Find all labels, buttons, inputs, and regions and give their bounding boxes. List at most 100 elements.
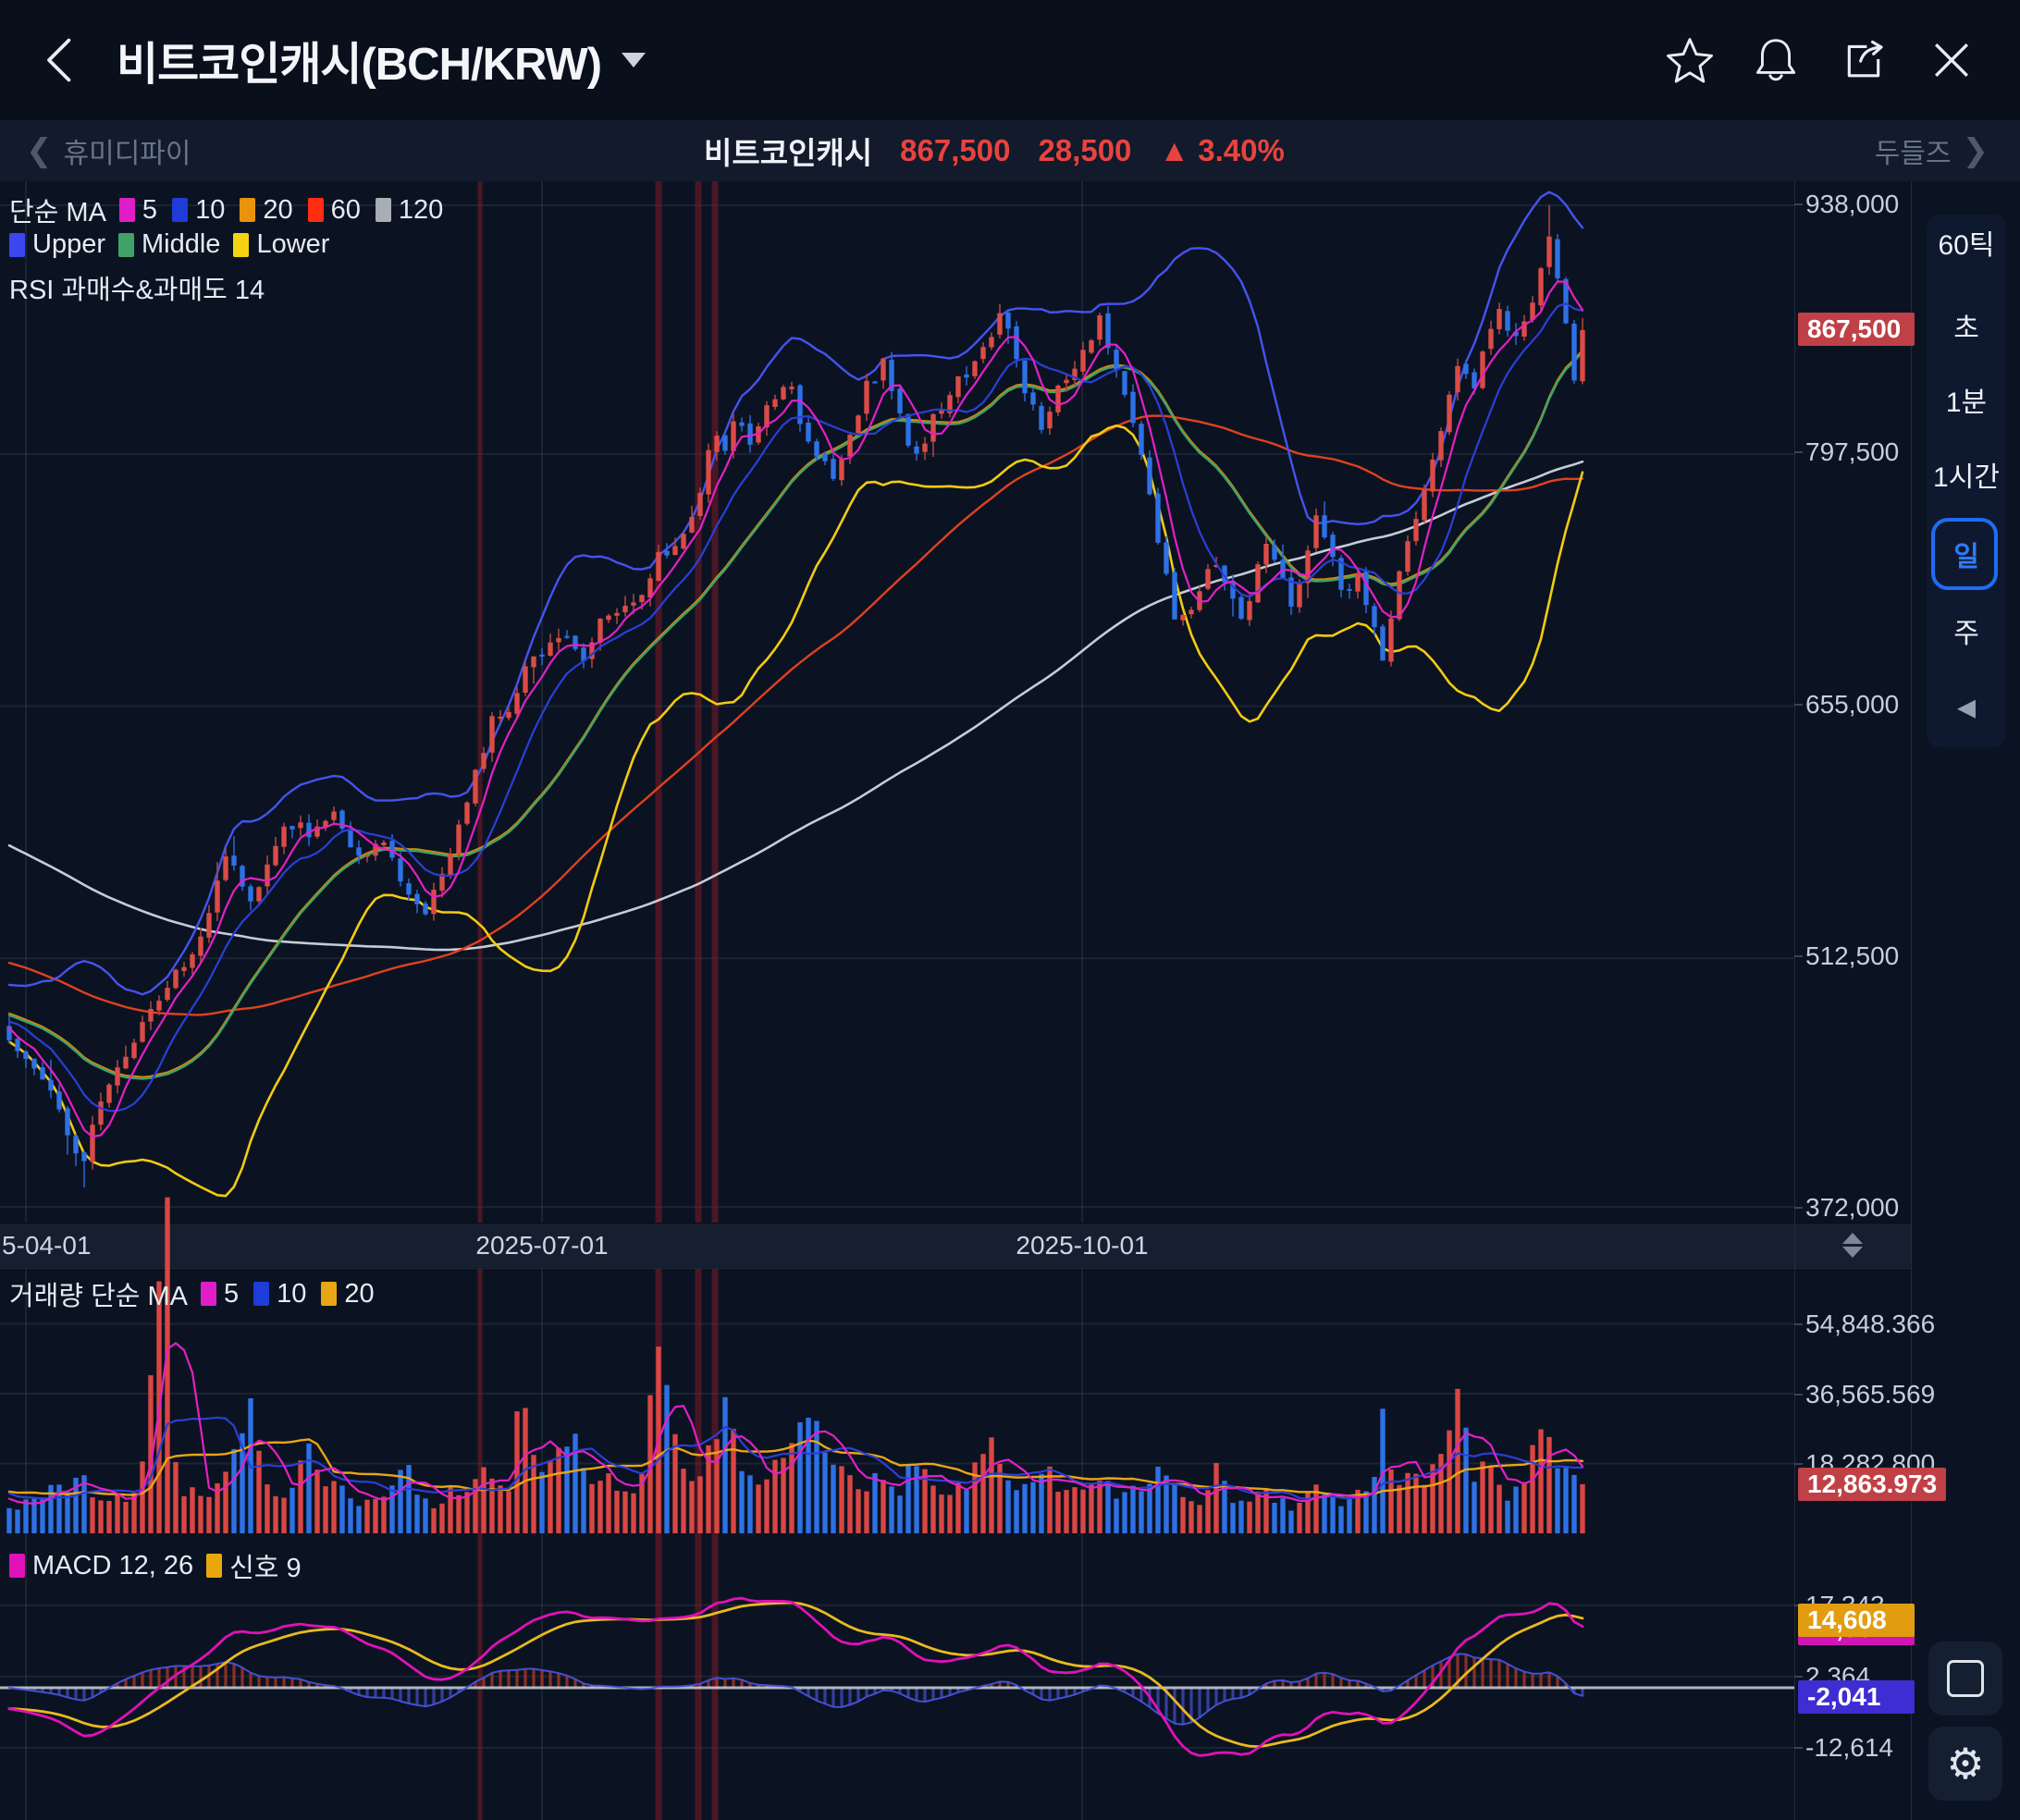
timeframe-collapse-arrow[interactable]: ◀ bbox=[1957, 693, 1976, 721]
y-axis-label: 655,000 bbox=[1805, 690, 1900, 719]
band-swatch bbox=[233, 232, 250, 257]
axis-tickmark bbox=[1794, 1463, 1803, 1465]
timeframe-일[interactable]: 일 bbox=[1953, 542, 1979, 572]
timeframe-주[interactable]: 주 bbox=[1953, 619, 1979, 649]
current-volume-badge: 12,863.973 bbox=[1798, 1468, 1947, 1501]
volume-chart-canvas[interactable] bbox=[0, 1197, 1794, 1537]
ma-period-swatch bbox=[375, 198, 391, 222]
ma-period-label: 120 bbox=[398, 194, 444, 225]
histogram-value-badge: -2,041 bbox=[1798, 1680, 1915, 1714]
ma-period-label: 60 bbox=[330, 194, 361, 225]
prev-symbol-nav[interactable]: ❮ 휴미디파이 bbox=[26, 120, 191, 181]
last-price: 867,500 bbox=[900, 133, 1011, 167]
axis-tickmark bbox=[1794, 1747, 1803, 1749]
symbol-name: 비트코인캐시 bbox=[704, 136, 873, 170]
volume-ma-period-label: 5 bbox=[224, 1278, 240, 1309]
axis-tickmark bbox=[1794, 955, 1803, 957]
band: Lower bbox=[233, 229, 329, 260]
ma-period-label: 20 bbox=[263, 194, 293, 225]
band-label: Middle bbox=[142, 229, 221, 259]
ma-period: 60 bbox=[307, 194, 361, 226]
dropdown-caret-icon bbox=[622, 53, 647, 68]
macd-legend-item-label: 신호 9 bbox=[229, 1554, 302, 1583]
volume-ma-period: 5 bbox=[201, 1279, 239, 1310]
macd-legend-item: MACD 12, 26 bbox=[9, 1551, 193, 1581]
ma-period: 20 bbox=[240, 194, 293, 226]
band-label: Upper bbox=[32, 229, 105, 259]
rsi-legend: RSI 과매수&과매도 14 bbox=[9, 268, 265, 307]
y-axis-label: 512,500 bbox=[1805, 941, 1900, 970]
y-axis-label: 36,565.569 bbox=[1805, 1380, 1936, 1408]
square-icon bbox=[1947, 1660, 1984, 1697]
band-swatch bbox=[118, 232, 134, 257]
volume-ma-period: 20 bbox=[321, 1278, 375, 1310]
axis-tickmark bbox=[1794, 203, 1803, 205]
volume-legend: 거래량 단순 MA 5 10 20 bbox=[9, 1274, 375, 1313]
timeframe-1분[interactable]: 1분 bbox=[1945, 387, 1988, 418]
page-title: 비트코인캐시(BCH/KRW) bbox=[117, 39, 602, 90]
volume-ma-period-label: 20 bbox=[344, 1278, 375, 1309]
axis-separator-line bbox=[1794, 181, 1795, 1820]
axis-tickmark bbox=[1794, 1676, 1803, 1678]
ma-legend-title: 단순 MA bbox=[9, 198, 106, 228]
ticker-bar: ❮ 휴미디파이 비트코인캐시 867,500 28,500 ▲ 3.40% 두들… bbox=[0, 120, 2020, 181]
timeframe-1시간[interactable]: 1시간 bbox=[1933, 462, 2000, 493]
up-arrow-icon: ▲ bbox=[1159, 133, 1190, 167]
symbol-title-dropdown[interactable]: 비트코인캐시(BCH/KRW) bbox=[117, 0, 647, 120]
ma-period-label: 5 bbox=[142, 194, 158, 225]
back-icon[interactable] bbox=[35, 31, 91, 89]
ma-period-swatch bbox=[172, 198, 189, 222]
axis-tickmark bbox=[1794, 451, 1803, 453]
favorite-star-icon[interactable] bbox=[1664, 34, 1716, 86]
ma-period: 5 bbox=[118, 194, 158, 226]
band-swatch bbox=[9, 232, 25, 257]
gear-icon: ⚙ bbox=[1946, 1740, 1985, 1788]
ma-legend: 단순 MA 5 10 20 60 120 bbox=[9, 191, 443, 229]
y-axis-label: 54,848.366 bbox=[1805, 1310, 1936, 1338]
x-axis-label: 2025-07-01 bbox=[475, 1231, 609, 1260]
macd-legend: MACD 12, 26 신호 9 bbox=[9, 1546, 302, 1585]
macd-legend-item-label: MACD 12, 26 bbox=[32, 1550, 194, 1580]
app-header: 비트코인캐시(BCH/KRW) bbox=[0, 0, 2020, 120]
close-icon[interactable] bbox=[1926, 34, 1977, 86]
gutter-separator-line bbox=[1911, 181, 1912, 1820]
next-symbol-label: 두들즈 bbox=[1874, 139, 1952, 169]
price-chart-canvas[interactable] bbox=[0, 181, 1794, 1223]
x-axis-strip bbox=[0, 1223, 1911, 1271]
volume-ma-period-swatch bbox=[253, 1282, 270, 1306]
axis-tickmark bbox=[1794, 1394, 1803, 1396]
share-icon[interactable] bbox=[1838, 34, 1890, 86]
macd-legend-item-swatch bbox=[9, 1554, 25, 1578]
ma-period-swatch bbox=[118, 198, 135, 222]
ma-period: 120 bbox=[375, 194, 444, 226]
chevron-left-icon: ❮ bbox=[26, 133, 53, 168]
x-axis-label: 2025-10-01 bbox=[1016, 1231, 1149, 1260]
settings-button[interactable]: ⚙ bbox=[1928, 1727, 2002, 1801]
timeframe-60틱[interactable]: 60틱 bbox=[1938, 230, 1995, 261]
volume-legend-title: 거래량 단순 MA bbox=[9, 1282, 189, 1311]
chevron-right-icon: ❯ bbox=[1962, 133, 1989, 168]
next-symbol-nav[interactable]: 두들즈 ❯ bbox=[1875, 120, 1989, 181]
timeframe-selected-box bbox=[1931, 518, 1998, 590]
ticker-summary: 비트코인캐시 867,500 28,500 ▲ 3.40% bbox=[704, 120, 1285, 181]
notification-bell-icon[interactable] bbox=[1750, 34, 1802, 86]
axis-scale-toggle-icon[interactable] bbox=[1842, 1233, 1868, 1259]
sort-up-triangle bbox=[1842, 1233, 1863, 1244]
volume-ma-period-label: 10 bbox=[277, 1278, 307, 1309]
macd-legend-item-swatch bbox=[206, 1554, 223, 1578]
prev-symbol-label: 휴미디파이 bbox=[63, 139, 191, 169]
volume-ma-period: 10 bbox=[253, 1279, 306, 1310]
y-axis-label: 938,000 bbox=[1805, 190, 1900, 218]
fullscreen-button[interactable] bbox=[1928, 1642, 2002, 1715]
current-price-badge: 867,500 bbox=[1798, 313, 1915, 346]
bollinger-legend: Upper Middle Lower bbox=[9, 229, 329, 260]
sort-down-triangle bbox=[1842, 1247, 1863, 1258]
macd-chart-canvas[interactable] bbox=[0, 1537, 1794, 1820]
price-change-percent: ▲ 3.40% bbox=[1159, 133, 1285, 167]
x-axis-label: 5-04-01 bbox=[2, 1231, 92, 1260]
ma-period-swatch bbox=[240, 198, 256, 222]
timeframe-초[interactable]: 초 bbox=[1953, 314, 1979, 344]
volume-ma-period-swatch bbox=[201, 1282, 217, 1306]
axis-tickmark bbox=[1794, 1323, 1803, 1325]
